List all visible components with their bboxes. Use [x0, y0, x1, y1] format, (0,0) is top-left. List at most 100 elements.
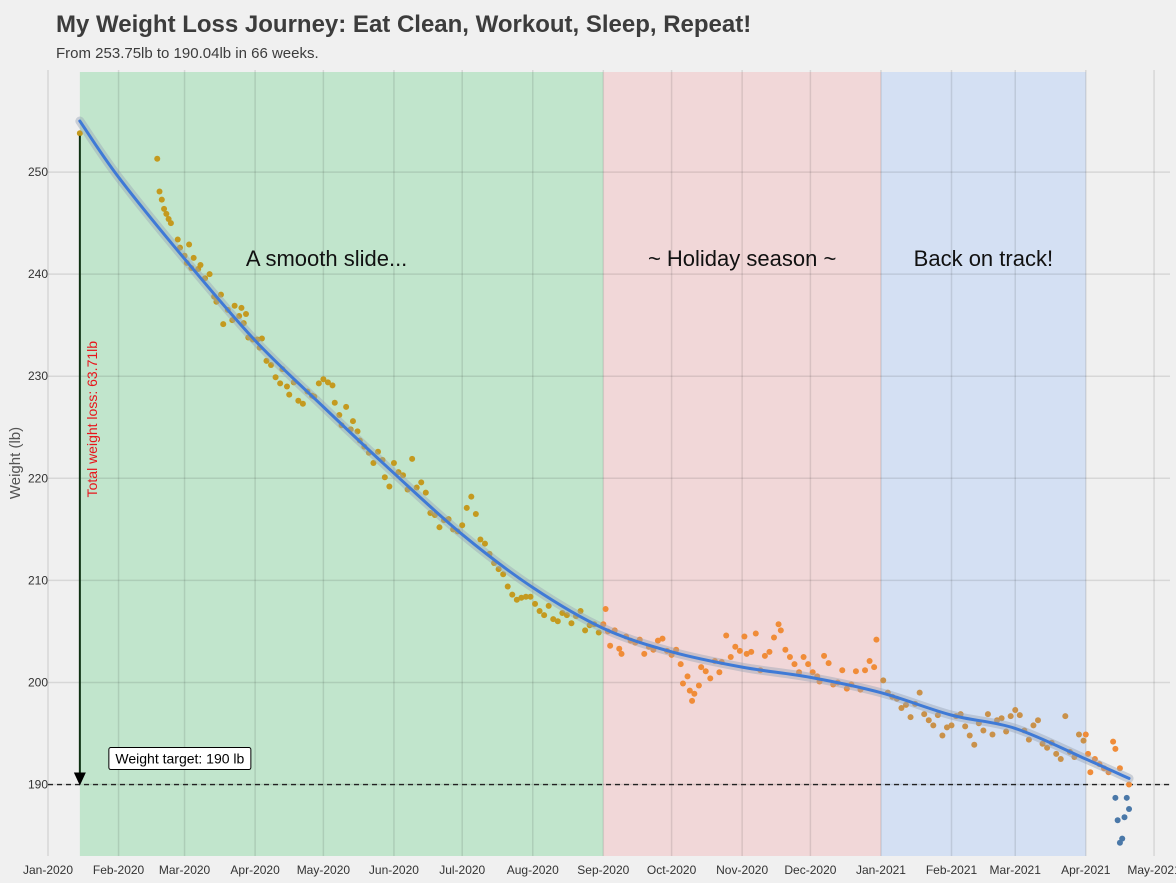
data-point	[907, 714, 914, 721]
data-point	[286, 391, 293, 398]
axes: Jan-2020 Feb-2020 Mar-2020 Apr-2020 May-2020…	[7, 165, 1176, 877]
y-tick-label: 210	[28, 573, 48, 587]
data-point	[743, 650, 750, 657]
data-point	[559, 610, 566, 617]
data-point	[1075, 731, 1082, 738]
x-tick-label: Sep-2020	[577, 863, 629, 877]
data-point	[600, 621, 607, 628]
data-point	[370, 460, 377, 466]
data-point	[349, 418, 356, 425]
data-point	[691, 690, 698, 697]
data-point	[468, 493, 475, 500]
data-point	[436, 524, 443, 531]
data-point	[903, 701, 909, 708]
data-point	[1007, 713, 1014, 720]
data-point	[595, 629, 602, 636]
data-point	[577, 608, 584, 615]
data-point	[509, 591, 516, 598]
data-point	[1053, 750, 1060, 757]
data-point	[934, 712, 941, 719]
data-point	[167, 220, 174, 227]
x-tick-label: Jun-2020	[369, 863, 419, 877]
data-point	[1012, 707, 1019, 714]
y-tick-label: 220	[28, 471, 48, 485]
data-point	[550, 616, 557, 623]
data-point	[354, 428, 361, 435]
data-point	[1003, 728, 1010, 735]
data-point	[386, 483, 393, 490]
data-point	[821, 652, 828, 659]
data-point	[689, 697, 696, 704]
data-point	[477, 536, 484, 543]
data-point	[395, 469, 402, 476]
x-tick-label: Jan-2021	[856, 863, 906, 877]
data-point	[277, 380, 284, 387]
y-axis-title: Weight (lb)	[7, 427, 24, 499]
data-point	[427, 510, 434, 517]
data-point	[752, 630, 759, 637]
data-point	[1126, 781, 1133, 788]
data-point	[998, 715, 1005, 722]
data-point	[686, 687, 693, 694]
x-tick-label: Dec-2020	[784, 863, 836, 877]
x-tick-label: Aug-2020	[507, 863, 559, 877]
data-point	[554, 618, 561, 625]
data-point	[324, 379, 331, 386]
data-point	[702, 668, 709, 675]
data-point	[641, 650, 648, 657]
data-point	[336, 412, 343, 419]
data-point	[723, 632, 730, 639]
data-point	[684, 673, 691, 680]
data-point	[409, 455, 416, 462]
data-point	[161, 205, 168, 212]
data-point	[1039, 740, 1046, 747]
data-point	[966, 732, 973, 739]
chart-title: My Weight Loss Journey: Eat Clean, Worko…	[56, 11, 752, 38]
data-point	[852, 668, 859, 675]
data-point	[1123, 794, 1130, 801]
data-point	[156, 188, 163, 195]
data-point	[238, 304, 245, 311]
data-point	[786, 653, 793, 660]
data-point	[809, 669, 816, 676]
data-point	[984, 711, 991, 718]
x-tick-label: Mar-2021	[990, 863, 1042, 877]
data-point	[654, 637, 661, 644]
y-tick-label: 200	[28, 675, 48, 689]
phase-band-holiday-season	[603, 72, 881, 856]
data-point	[971, 741, 978, 748]
data-point	[707, 675, 714, 682]
data-point	[607, 642, 614, 649]
data-point	[177, 244, 183, 251]
data-point	[866, 658, 873, 665]
data-point	[679, 680, 686, 687]
data-point	[695, 682, 702, 689]
data-point	[939, 732, 946, 739]
data-point	[481, 540, 488, 547]
data-point	[258, 335, 265, 342]
data-point	[1080, 737, 1087, 744]
data-point	[418, 479, 425, 486]
data-point	[1091, 756, 1098, 763]
data-point	[1110, 738, 1117, 745]
data-point	[761, 652, 768, 659]
data-point	[871, 664, 878, 671]
data-point	[1112, 794, 1119, 801]
trend-line-group	[75, 116, 1134, 783]
data-point	[163, 210, 170, 217]
target-label-box	[108, 747, 252, 771]
phase-label-a-smooth-slide: A smooth slide...	[246, 246, 407, 271]
data-point	[930, 722, 937, 729]
data-point	[513, 596, 520, 603]
data-point	[206, 271, 213, 278]
data-point	[618, 650, 625, 657]
data-point	[1016, 712, 1023, 719]
data-point	[220, 321, 227, 328]
data-point	[1119, 835, 1126, 842]
data-point	[839, 667, 846, 674]
data-point	[158, 196, 165, 203]
x-tick-label: Apr-2021	[1061, 863, 1111, 877]
data-point	[422, 489, 429, 496]
data-point	[777, 627, 784, 634]
